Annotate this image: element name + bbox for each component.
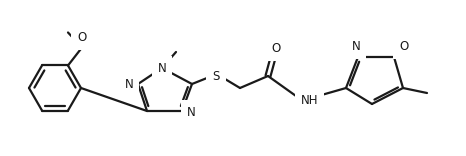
Text: NH: NH: [301, 95, 318, 107]
Text: O: O: [399, 40, 408, 53]
Text: N: N: [352, 40, 360, 53]
Text: N: N: [124, 78, 133, 92]
Text: N: N: [158, 61, 166, 75]
Text: N: N: [186, 105, 195, 119]
Text: O: O: [77, 32, 87, 44]
Text: S: S: [212, 70, 219, 83]
Text: O: O: [271, 42, 281, 56]
